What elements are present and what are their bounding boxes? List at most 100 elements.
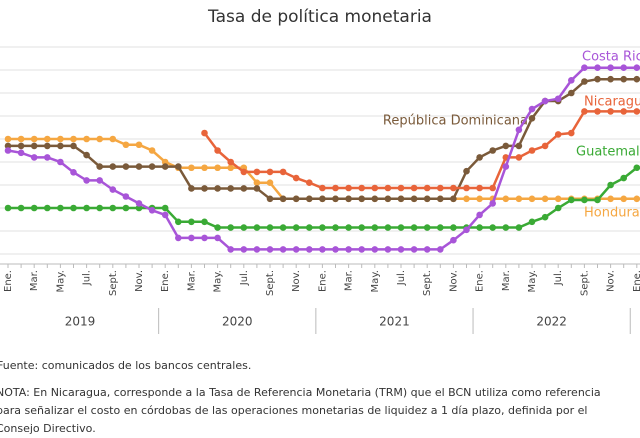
data-point [44,136,51,143]
data-point [319,246,326,253]
data-point [476,224,483,231]
x-tick-label: Nov. [134,270,145,292]
data-point [123,141,130,148]
data-point [293,224,300,231]
data-point [385,185,392,192]
data-point [136,200,143,207]
data-point [516,143,523,150]
data-point [358,224,365,231]
data-point [450,196,457,203]
data-point [70,143,77,150]
data-point [463,168,470,175]
data-point [529,106,536,113]
data-point [31,143,38,150]
x-tick-label: Sept. [579,270,590,296]
data-point [529,147,536,154]
data-point [476,212,483,219]
data-point [634,196,640,203]
year-label: 2022 [536,315,567,329]
data-point [57,159,64,166]
data-point [254,224,261,231]
data-point [581,78,588,85]
x-tick-label: Ene. [317,270,328,292]
series-label: Nicaragua [584,95,640,110]
data-point [594,76,601,83]
data-point [358,185,365,192]
note: NOTA: En Nicaragua, corresponde a la Tas… [0,384,616,438]
data-point [319,185,326,192]
data-point [254,185,261,192]
year-label: 2021 [379,315,410,329]
data-point [175,235,182,242]
data-point [162,163,169,170]
series-label: República Dominicana [383,114,528,129]
data-point [476,154,483,161]
data-point [634,76,640,83]
data-point [398,224,405,231]
data-point [227,224,234,231]
data-point [201,219,208,226]
x-tick-label: Ene. [475,270,486,292]
data-point [5,136,12,143]
series-label: Guatemala [576,145,640,160]
data-point [57,136,64,143]
data-point [568,77,575,84]
x-tick-label: Mar. [501,270,512,291]
data-point [162,205,169,212]
data-point [31,154,38,161]
year-label: 2020 [222,315,253,329]
data-point [476,196,483,203]
x-tick-label: Jul. [82,270,93,286]
data-point [123,163,130,170]
data-point [227,185,234,192]
data-point [123,193,130,200]
data-point [267,169,274,176]
data-point [70,205,77,212]
data-point [332,185,339,192]
data-point [345,224,352,231]
data-point [358,246,365,253]
data-point [463,227,470,234]
data-point [96,136,103,143]
data-point [398,185,405,192]
data-point [31,136,38,143]
x-tick-label: Sept. [422,270,433,296]
data-point [5,205,12,212]
data-point [332,224,339,231]
data-point [542,143,549,150]
data-point [345,196,352,203]
series-line [8,68,640,250]
data-point [516,127,523,134]
data-point [31,205,38,212]
data-point [503,143,510,150]
year-label: 2019 [65,315,96,329]
chart: Tasa de política monetaria Ene.Mar.May.J… [0,0,640,340]
data-point [555,196,562,203]
x-tick-label: Nov. [291,270,302,292]
data-point [70,169,77,176]
data-point [620,196,627,203]
data-point [18,150,25,157]
data-point [123,205,130,212]
data-point [254,179,261,186]
data-point [489,224,496,231]
data-point [241,246,248,253]
x-tick-label: Sept. [265,270,276,296]
x-tick-label: Jul. [239,270,250,286]
x-tick-label: Mar. [344,270,355,291]
data-point [110,186,117,193]
page: Tasa de política monetaria Ene.Mar.May.J… [0,0,640,424]
data-point [110,205,117,212]
data-point [411,224,418,231]
data-point [241,169,248,176]
data-point [175,163,182,170]
data-point [568,130,575,137]
data-point [162,212,169,219]
x-tick-label: Nov. [448,270,459,292]
data-point [227,159,234,166]
data-point [620,64,627,71]
data-point [227,246,234,253]
data-point [332,196,339,203]
x-tick-label: Nov. [606,270,617,292]
data-point [254,246,261,253]
